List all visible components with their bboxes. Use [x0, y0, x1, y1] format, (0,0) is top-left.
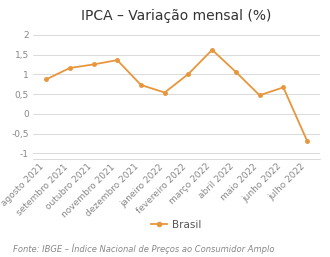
Legend: Brasil: Brasil — [147, 215, 206, 234]
Brasil — [163, 91, 167, 94]
Text: Fonte: IBGE – Índice Nacional de Preços ao Consumidor Amplo: Fonte: IBGE – Índice Nacional de Preços … — [13, 244, 275, 254]
Brasil — [281, 86, 285, 89]
Brasil — [44, 78, 48, 81]
Title: IPCA – Variação mensal (%): IPCA – Variação mensal (%) — [82, 9, 272, 23]
Brasil — [68, 67, 72, 70]
Brasil — [234, 70, 238, 74]
Brasil — [305, 139, 309, 142]
Line: Brasil: Brasil — [44, 48, 309, 142]
Brasil — [91, 63, 95, 66]
Brasil — [139, 84, 143, 87]
Brasil — [210, 48, 214, 51]
Brasil — [258, 94, 262, 97]
Brasil — [186, 72, 190, 76]
Brasil — [115, 59, 119, 62]
